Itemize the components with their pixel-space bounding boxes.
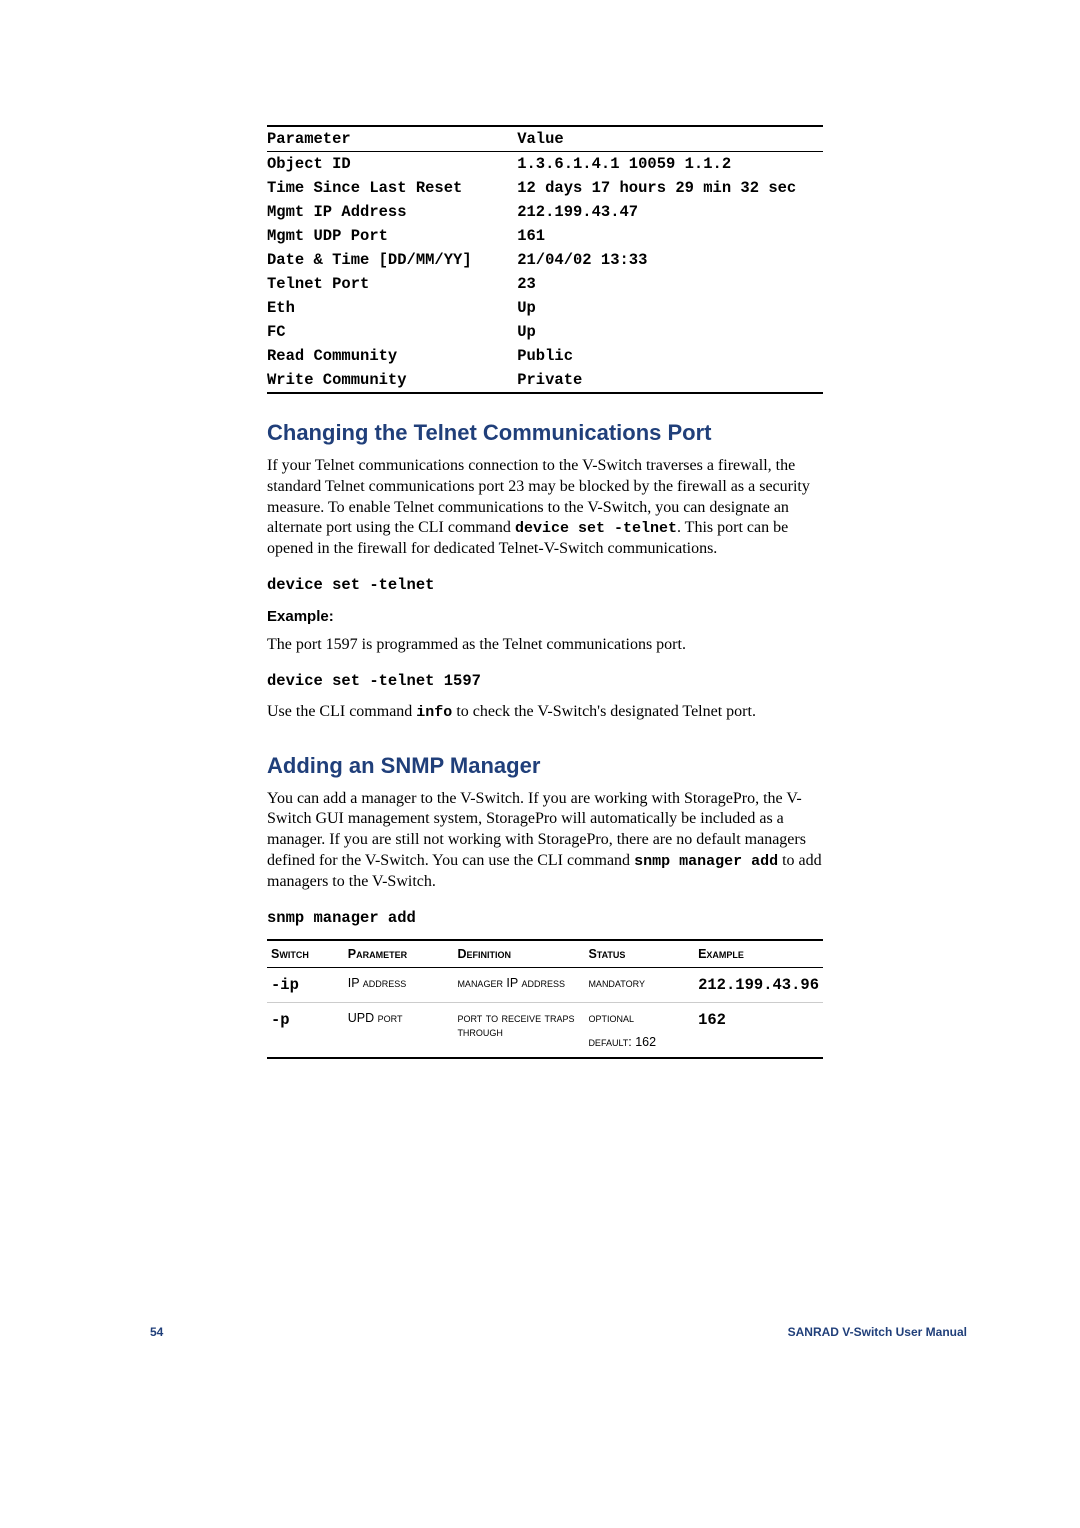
table-row: Time Since Last Reset12 days 17 hours 29…: [267, 176, 823, 200]
param-header: Parameter: [267, 126, 517, 152]
paragraph: You can add a manager to the V-Switch. I…: [267, 789, 823, 893]
page-number: 54: [150, 1325, 163, 1339]
paragraph: Use the CLI command info to check the V-…: [267, 702, 823, 723]
paragraph: The port 1597 is programmed as the Telne…: [267, 635, 823, 656]
doc-title: SANRAD V-Switch User Manual: [788, 1325, 967, 1339]
page-footer: 54 SANRAD V-Switch User Manual: [150, 1325, 967, 1339]
table-row: Read CommunityPublic: [267, 344, 823, 368]
table-row: -ip IP address manager IP address mandat…: [267, 967, 823, 1002]
table-row: Mgmt UDP Port161: [267, 224, 823, 248]
inline-command: device set -telnet: [515, 520, 677, 537]
paragraph: If your Telnet communications connection…: [267, 456, 823, 560]
table-row: FCUp: [267, 320, 823, 344]
command-line: device set -telnet: [267, 576, 823, 594]
parameter-table: Parameter Value Object ID1.3.6.1.4.1 100…: [267, 125, 823, 394]
table-row: Date & Time [DD/MM/YY]21/04/02 13:33: [267, 248, 823, 272]
switch-table: Switch Parameter Definition Status Examp…: [267, 939, 823, 1059]
command-line: device set -telnet 1597: [267, 672, 823, 690]
table-row: Object ID1.3.6.1.4.1 10059 1.1.2: [267, 152, 823, 177]
col-switch: Switch: [267, 940, 344, 968]
table-row: -p UPD port port to receive traps throug…: [267, 1002, 823, 1058]
table-row: Mgmt IP Address212.199.43.47: [267, 200, 823, 224]
table-row: Write CommunityPrivate: [267, 368, 823, 393]
col-definition: Definition: [453, 940, 584, 968]
command-line: snmp manager add: [267, 909, 823, 927]
table-row: Telnet Port23: [267, 272, 823, 296]
inline-command: snmp manager add: [634, 853, 778, 870]
col-parameter: Parameter: [344, 940, 454, 968]
col-status: Status: [584, 940, 694, 968]
example-label: Example:: [267, 608, 823, 625]
inline-command: info: [416, 704, 452, 721]
value-header: Value: [517, 126, 823, 152]
col-example: Example: [694, 940, 823, 968]
section-title-snmp: Adding an SNMP Manager: [267, 753, 823, 779]
table-row: EthUp: [267, 296, 823, 320]
section-title-telnet: Changing the Telnet Communications Port: [267, 420, 823, 446]
